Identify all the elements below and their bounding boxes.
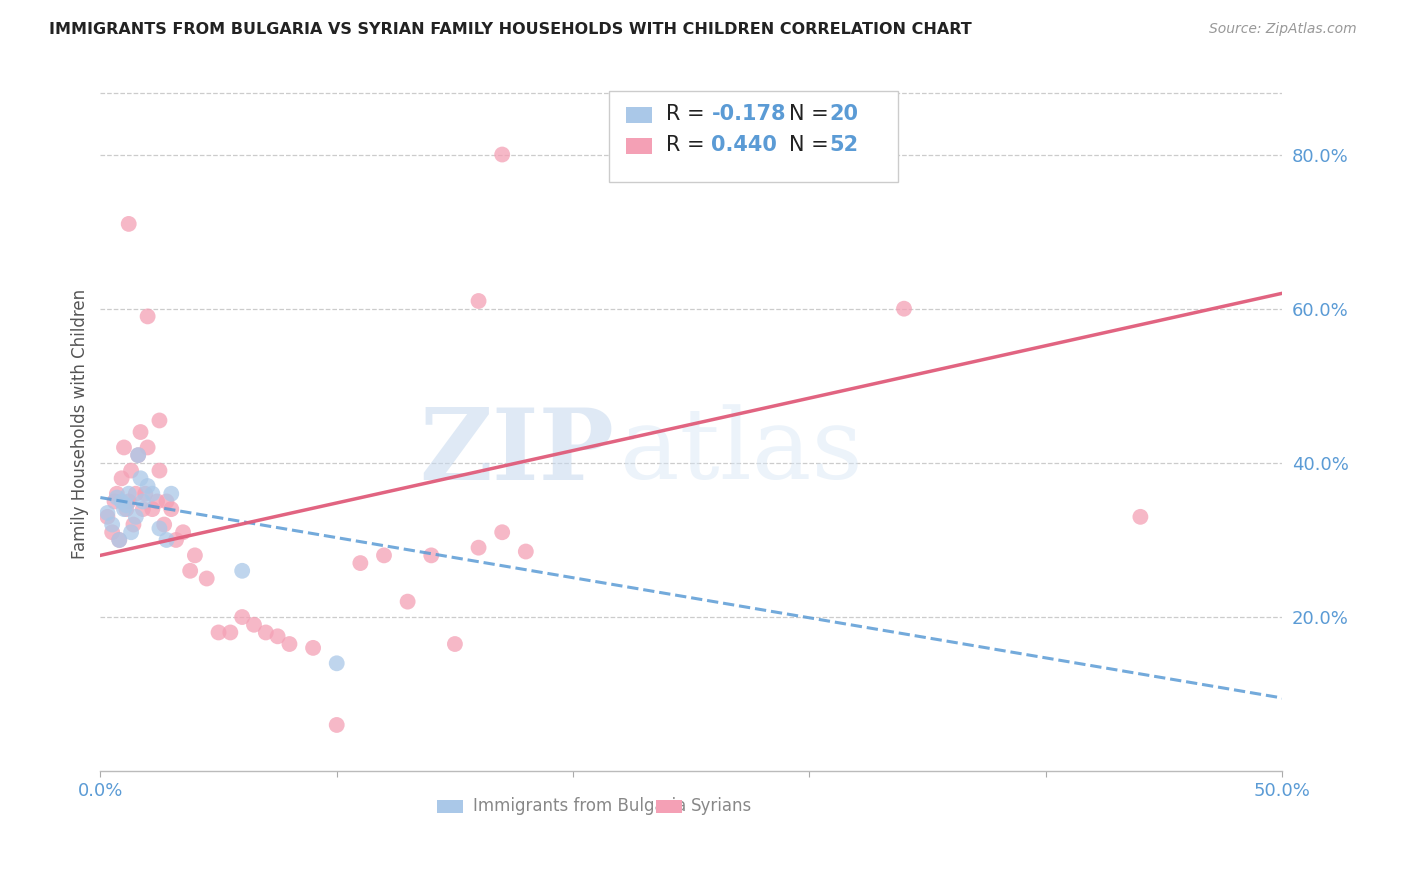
Point [266, 629, 288, 643]
Point [127, 448, 149, 462]
Point [125, 509, 148, 524]
Point [420, 549, 443, 563]
Point [254, 625, 277, 640]
Point [108, 533, 131, 547]
Point [1129, 509, 1152, 524]
Point [160, 486, 183, 500]
Bar [626, 107, 652, 122]
Point [148, 413, 170, 427]
Point [112, 441, 135, 455]
Text: N =: N = [789, 104, 835, 124]
Point [184, 549, 207, 563]
Point [146, 494, 169, 508]
Point [491, 525, 513, 540]
Text: 20: 20 [830, 104, 859, 124]
Point [243, 617, 266, 632]
Y-axis label: Family Households with Children: Family Households with Children [72, 289, 89, 559]
Point [155, 533, 177, 547]
Point [120, 464, 142, 478]
Point [195, 572, 218, 586]
Point [219, 625, 242, 640]
Point [148, 521, 170, 535]
Text: N =: N = [789, 136, 835, 155]
Point [444, 637, 467, 651]
Point [127, 448, 149, 462]
Point [467, 541, 489, 555]
Point [125, 486, 148, 500]
Point [96, 509, 118, 524]
Point [134, 486, 156, 500]
Point [172, 525, 194, 540]
Point [129, 471, 152, 485]
Point [153, 517, 176, 532]
Point [96, 506, 118, 520]
Point [231, 564, 253, 578]
Point [132, 502, 155, 516]
Point [325, 657, 347, 671]
Point [103, 494, 125, 508]
Point [155, 494, 177, 508]
Text: Immigrants from Bulgaria: Immigrants from Bulgaria [472, 797, 686, 815]
Text: ZIP: ZIP [419, 403, 614, 500]
Point [467, 293, 489, 308]
Text: 52: 52 [830, 136, 859, 155]
Text: Syrians: Syrians [692, 797, 752, 815]
Point [105, 491, 128, 505]
Point [515, 544, 537, 558]
Point [136, 310, 159, 324]
Text: IMMIGRANTS FROM BULGARIA VS SYRIAN FAMILY HOUSEHOLDS WITH CHILDREN CORRELATION C: IMMIGRANTS FROM BULGARIA VS SYRIAN FAMIL… [49, 22, 972, 37]
Text: -0.178: -0.178 [711, 104, 786, 124]
Text: R =: R = [666, 104, 711, 124]
Bar [655, 800, 682, 813]
Point [148, 464, 170, 478]
Point [108, 533, 131, 547]
Point [349, 556, 371, 570]
Point [325, 718, 347, 732]
Point [160, 502, 183, 516]
Point [278, 637, 301, 651]
Point [111, 494, 134, 508]
Point [129, 425, 152, 439]
Text: R =: R = [666, 136, 711, 155]
Point [136, 479, 159, 493]
Point [373, 549, 395, 563]
Point [893, 301, 915, 316]
Point [111, 471, 134, 485]
Point [118, 486, 141, 500]
FancyBboxPatch shape [609, 91, 898, 181]
Point [165, 533, 187, 547]
Text: Source: ZipAtlas.com: Source: ZipAtlas.com [1209, 22, 1357, 37]
Point [141, 502, 163, 516]
Point [302, 640, 325, 655]
Point [207, 625, 229, 640]
Text: 0.440: 0.440 [711, 136, 778, 155]
Point [491, 147, 513, 161]
Point [101, 517, 124, 532]
Point [132, 494, 155, 508]
Text: atlas: atlas [620, 404, 863, 500]
Point [112, 502, 135, 516]
Point [115, 502, 138, 516]
Point [101, 525, 124, 540]
Point [118, 217, 141, 231]
Point [105, 486, 128, 500]
Point [115, 498, 138, 512]
Point [179, 564, 201, 578]
Bar [437, 800, 463, 813]
Bar [626, 138, 652, 153]
Point [122, 517, 145, 532]
Point [141, 486, 163, 500]
Point [396, 594, 419, 608]
Point [136, 441, 159, 455]
Point [120, 525, 142, 540]
Point [118, 494, 141, 508]
Point [231, 610, 253, 624]
